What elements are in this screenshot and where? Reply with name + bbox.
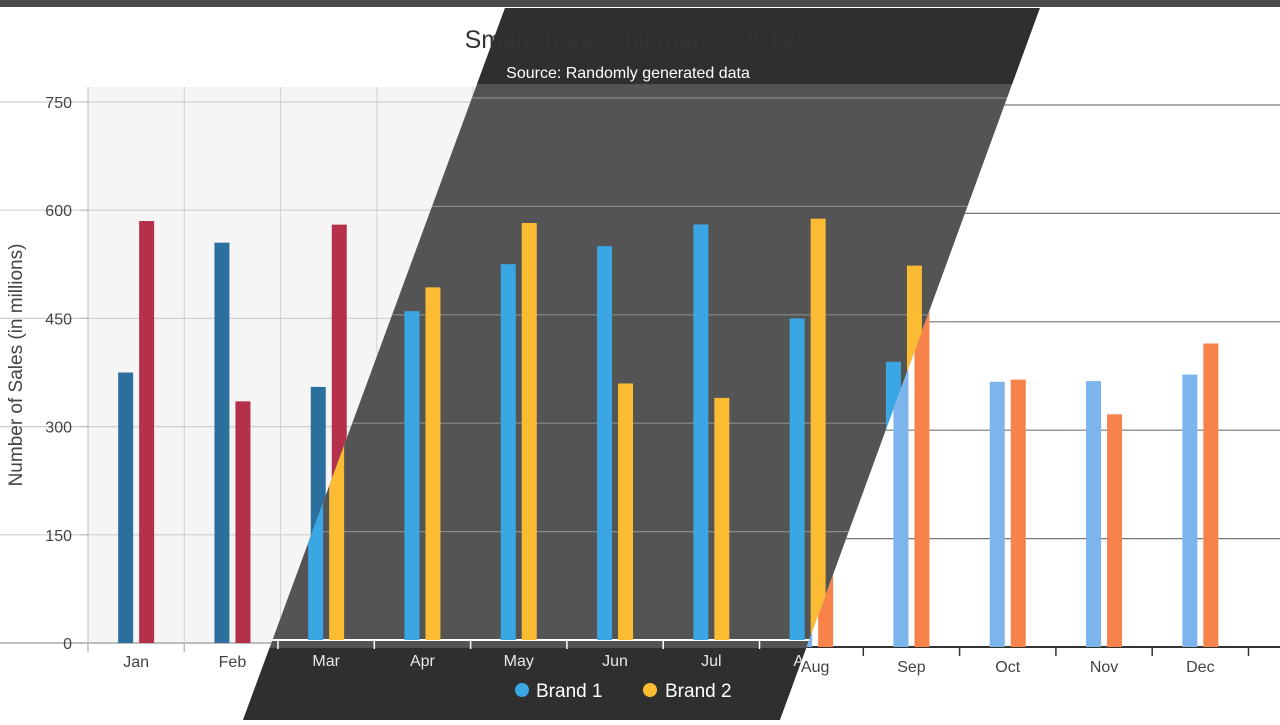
x-tick-label-oct: Oct — [995, 659, 1020, 676]
bar-brand-2-jun[interactable] — [618, 383, 634, 640]
y-tick-label-0: 0 — [63, 636, 72, 653]
bar-brand-2-aug[interactable] — [810, 218, 826, 640]
bar-brand-1-sep[interactable] — [893, 368, 909, 647]
x-tick-label-aug: Aug — [801, 659, 829, 676]
bar-brand-2-apr[interactable] — [425, 287, 441, 640]
x-tick-label-may: May — [504, 653, 534, 670]
x-tick-label-feb: Feb — [219, 654, 247, 671]
top-strip — [0, 0, 1280, 7]
bar-brand-1-aug[interactable] — [789, 318, 805, 640]
bar-brand-2-sep[interactable] — [914, 272, 930, 647]
bar-brand-1-dec[interactable] — [1182, 374, 1198, 647]
x-tick-label-jan: Jan — [123, 654, 149, 671]
x-tick-label-apr: Apr — [410, 653, 436, 670]
bar-brand-1-jan[interactable] — [118, 372, 134, 644]
bar-brand-2-dec[interactable] — [1203, 343, 1219, 647]
bar-brand-1-apr[interactable] — [404, 311, 420, 640]
x-tick-label-sep: Sep — [897, 659, 926, 676]
x-tick-label-mar: Mar — [312, 653, 340, 670]
legend: Brand 1 Brand 2 — [515, 681, 732, 702]
y-tick-label-300: 300 — [45, 420, 72, 437]
bar-brand-2-jan[interactable] — [139, 221, 155, 643]
y-tick-label-150: 150 — [45, 528, 72, 545]
bar-brand-2-nov[interactable] — [1107, 414, 1123, 647]
y-tick-label-600: 600 — [45, 203, 72, 220]
legend-item-brand-2[interactable]: Brand 2 — [643, 681, 732, 702]
y-tick-label-450: 450 — [45, 311, 72, 328]
bar-brand-2-jul[interactable] — [714, 397, 730, 640]
bar-brand-2-feb[interactable] — [235, 401, 251, 643]
bar-brand-1-feb[interactable] — [214, 242, 230, 643]
chart-subtitle: Source: Randomly generated data — [506, 65, 750, 82]
bar-brand-1-oct[interactable] — [989, 381, 1005, 647]
x-tick-label-nov: Nov — [1090, 659, 1118, 676]
legend-label-brand-1: Brand 1 — [536, 681, 603, 702]
y-tick-label-750: 750 — [45, 95, 72, 112]
x-tick-label-dec: Dec — [1186, 659, 1214, 676]
bar-brand-1-jun[interactable] — [597, 246, 613, 640]
bar-brand-1-may[interactable] — [500, 264, 516, 640]
legend-marker-brand-2 — [643, 683, 657, 697]
bar-brand-2-may[interactable] — [521, 223, 537, 640]
y-axis-label: Number of Sales (in millions) — [6, 244, 27, 487]
legend-marker-brand-1 — [515, 683, 529, 697]
x-tick-label-jul: Jul — [701, 653, 721, 670]
bar-brand-1-jul[interactable] — [693, 224, 709, 640]
legend-item-brand-1[interactable]: Brand 1 — [515, 681, 603, 702]
chart-title: Smartphone Shipments, 2012 — [465, 26, 796, 54]
bar-brand-2-oct[interactable] — [1010, 379, 1026, 647]
x-tick-label-jun: Jun — [602, 653, 628, 670]
legend-label-brand-2: Brand 2 — [665, 681, 732, 702]
bar-brand-1-nov[interactable] — [1086, 381, 1102, 647]
